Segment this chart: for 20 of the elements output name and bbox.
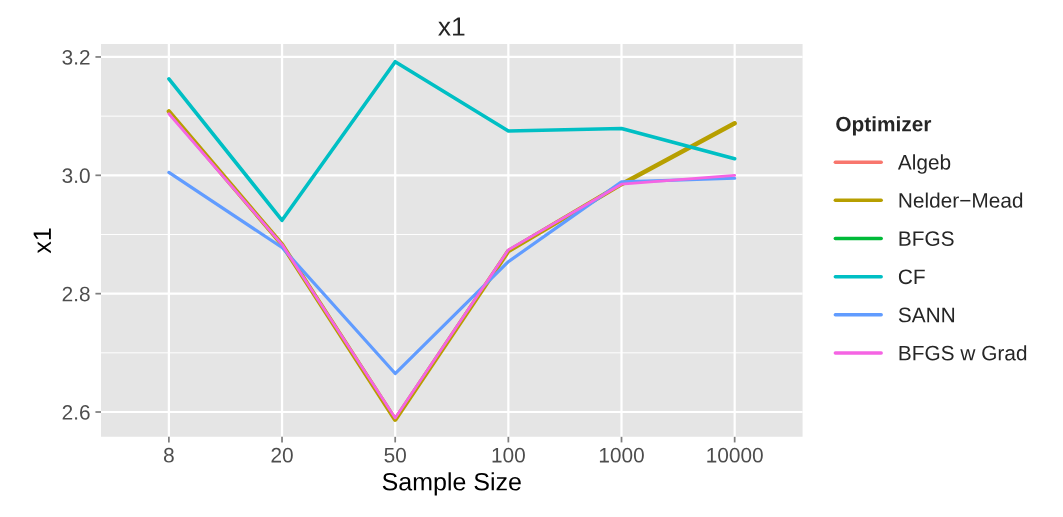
chart-title: x1 bbox=[438, 17, 465, 36]
legend-title: Optimizer bbox=[836, 116, 932, 136]
x-tick-label: 10000 bbox=[707, 447, 763, 463]
legend-label: BFGS bbox=[899, 231, 954, 246]
legend-label: BFGS w Grad bbox=[899, 345, 1027, 361]
legend-label: Nelder−Mead bbox=[899, 192, 1023, 208]
x-tick-label: 100 bbox=[492, 447, 525, 463]
x-tick-label: 8 bbox=[163, 447, 174, 463]
x-axis-title: Sample Size bbox=[382, 472, 521, 496]
legend-label: Algeb bbox=[897, 154, 951, 174]
y-axis-title: x1 bbox=[33, 228, 51, 254]
y-tick-label: 3.0 bbox=[62, 168, 90, 184]
y-tick-label: 3.2 bbox=[62, 49, 90, 65]
y-tick-label: 2.6 bbox=[62, 405, 90, 420]
legend-label: SANN bbox=[898, 307, 955, 323]
y-tick-label: 2.8 bbox=[62, 286, 90, 302]
x-tick-label: 20 bbox=[271, 447, 293, 463]
legend-label: CF bbox=[898, 269, 925, 285]
x-tick-label: 1000 bbox=[599, 447, 644, 463]
x-tick-label: 50 bbox=[384, 447, 406, 463]
